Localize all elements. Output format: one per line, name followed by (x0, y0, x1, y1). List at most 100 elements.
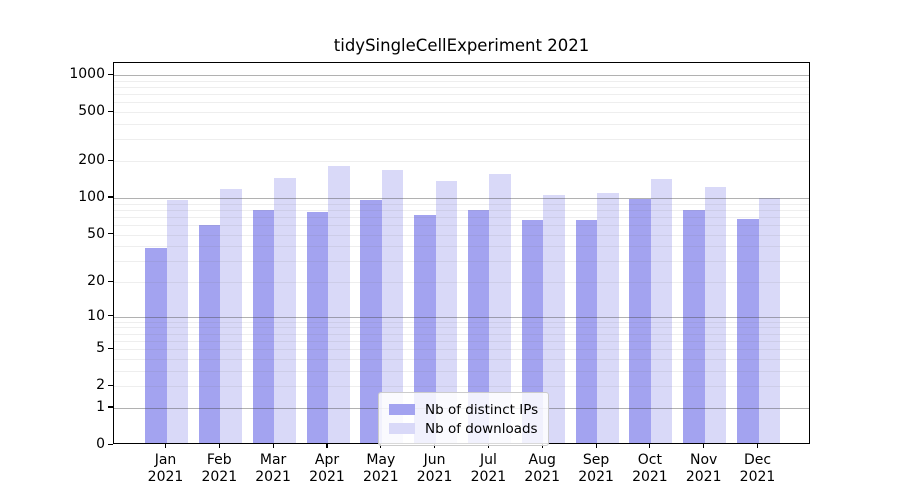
minor-gridline (114, 102, 809, 104)
y-tick-label: 0 (96, 436, 105, 452)
bar-ips-aug (521, 220, 544, 443)
y-tick-mark (108, 280, 113, 282)
bar-downloads-jul (489, 173, 511, 443)
y-tick-mark (108, 233, 113, 235)
x-tick-mark (164, 444, 167, 448)
bar-ips-oct (629, 198, 651, 443)
bar-downloads-may (381, 170, 404, 443)
bar-ips-jun (414, 214, 436, 443)
minor-gridline (114, 261, 809, 263)
minor-gridline (114, 386, 809, 388)
x-tick-label-nov: Nov 2021 (685, 452, 722, 485)
x-tick-label-feb: Feb 2021 (201, 452, 238, 485)
bar-downloads-oct (650, 178, 673, 443)
major-gridline (114, 75, 809, 76)
chart-title: tidySingleCellExperiment 2021 (333, 36, 590, 55)
x-tick-mark (272, 444, 274, 448)
y-tick-label: 50 (87, 225, 105, 242)
legend-label: Nb of downloads (425, 420, 538, 437)
minor-gridline (114, 161, 809, 162)
x-tick-label-sep: Sep 2021 (578, 452, 614, 485)
minor-gridline (114, 358, 809, 360)
bar-ips-dec (737, 218, 759, 443)
bar-ips-jul (467, 210, 490, 443)
y-tick-mark (108, 384, 113, 386)
x-tick-label-mar: Mar 2021 (255, 452, 291, 485)
minor-gridline (114, 246, 809, 248)
bar-ips-sep (575, 220, 598, 443)
y-tick-label: 500 (78, 103, 105, 120)
x-tick-mark (380, 444, 382, 448)
y-tick-label: 1 (96, 398, 105, 415)
y-tick-mark (108, 443, 113, 445)
y-tick-label: 200 (78, 152, 105, 168)
x-tick-label-jun: Jun 2021 (416, 452, 453, 485)
y-tick-label: 1000 (69, 66, 105, 82)
x-tick-mark (326, 444, 328, 448)
legend-item: Nb of distinct IPs (389, 401, 538, 418)
x-tick-mark (218, 444, 220, 448)
legend-swatch-downloads (389, 423, 415, 434)
x-tick-mark (487, 444, 489, 448)
bar-ips-mar (252, 210, 275, 443)
x-tick-mark (756, 444, 759, 448)
y-tick-mark (108, 347, 113, 349)
legend-label: Nb of distinct IPs (425, 401, 539, 418)
minor-gridline (114, 112, 809, 114)
x-tick-label-apr: Apr 2021 (309, 452, 345, 485)
x-tick-mark (434, 444, 436, 448)
minor-gridline (114, 224, 809, 226)
bar-ips-jan (145, 248, 167, 443)
minor-gridline (114, 216, 809, 218)
bar-downloads-sep (597, 192, 619, 443)
bar-downloads-apr (328, 166, 350, 443)
plot-area (113, 62, 810, 444)
minor-gridline (114, 94, 809, 96)
minor-gridline (114, 234, 809, 236)
bar-downloads-feb (220, 188, 242, 443)
bar-ips-apr (306, 211, 328, 443)
x-tick-mark (649, 444, 651, 448)
x-tick-label-jan: Jan 2021 (147, 452, 184, 485)
x-tick-label-aug: Aug 2021 (524, 452, 560, 485)
bar-ips-may (360, 200, 382, 443)
x-tick-mark (703, 444, 705, 448)
bar-downloads-dec (758, 197, 780, 443)
y-tick-mark (108, 110, 113, 112)
minor-gridline (114, 340, 809, 342)
y-tick-label: 2 (96, 377, 105, 394)
y-tick-label: 5 (96, 340, 105, 357)
x-tick-mark (595, 444, 597, 448)
minor-gridline (114, 209, 809, 211)
bar-downloads-jun (435, 181, 458, 443)
minor-gridline (114, 203, 809, 205)
y-tick-label: 100 (78, 188, 105, 205)
legend: Nb of distinct IPs Nb of downloads (378, 392, 550, 446)
minor-gridline (114, 321, 809, 323)
y-tick-label: 10 (87, 307, 105, 324)
x-tick-label-may: May 2021 (362, 452, 399, 485)
x-tick-label-dec: Dec 2021 (739, 452, 776, 485)
y-tick-mark (108, 196, 113, 198)
minor-gridline (114, 124, 809, 125)
y-tick-mark (108, 406, 113, 408)
minor-gridline (114, 333, 809, 335)
minor-gridline (114, 139, 809, 141)
y-tick-label: 20 (87, 273, 105, 289)
y-tick-mark (108, 159, 113, 161)
major-gridline (114, 197, 809, 199)
minor-gridline (114, 87, 809, 88)
bar-ips-nov (683, 209, 705, 443)
x-tick-label-oct: Oct 2021 (632, 452, 668, 485)
minor-gridline (114, 349, 809, 351)
bar-downloads-mar (274, 178, 296, 443)
minor-gridline (114, 80, 809, 82)
bar-downloads-jan (166, 199, 188, 443)
bar-downloads-nov (704, 186, 727, 443)
y-tick-mark (108, 315, 113, 317)
minor-gridline (114, 370, 809, 372)
bar-ips-feb (198, 224, 221, 443)
x-tick-label-jul: Jul 2021 (470, 452, 507, 485)
x-tick-mark (541, 444, 543, 448)
